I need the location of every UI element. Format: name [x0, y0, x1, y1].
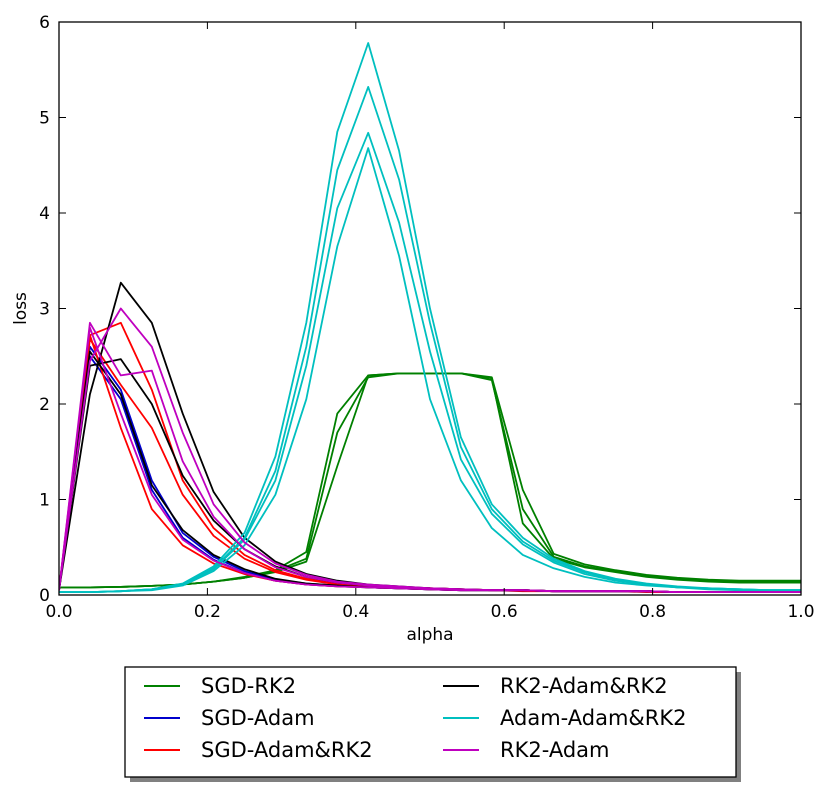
x-tick-label: 0.4 — [342, 602, 369, 622]
series-line-rk2-adam-17 — [59, 326, 801, 593]
x-axis-title: alpha — [406, 625, 453, 645]
legend-entry-adam-adam-rk2: Adam-Adam&RK2 — [443, 706, 687, 730]
series-line-adam-adam-rk2-11 — [59, 42, 801, 593]
y-tick-label: 5 — [39, 109, 50, 129]
series-line-sgd-rk2-0 — [59, 372, 801, 589]
y-tick-label: 6 — [39, 13, 50, 33]
legend-entries: SGD-RK2 SGD-Adam SGD-Adam&RK2 RK2-Adam&RK2 A… — [144, 674, 687, 762]
series-line-sgd-rk2-2 — [59, 372, 801, 589]
y-tick-label: 0 — [39, 586, 50, 606]
x-tick-label: 1.0 — [787, 602, 814, 622]
legend-label: SGD-Adam&RK2 — [201, 738, 373, 762]
legend-entry-rk2-adam-rk2: RK2-Adam&RK2 — [443, 674, 668, 698]
series-line-rk2-adam-rk2-8 — [59, 281, 801, 593]
legend-label: SGD-RK2 — [201, 674, 296, 698]
series-line-adam-adam-rk2-13 — [59, 131, 801, 593]
series-line-rk2-adam-rk2-10 — [59, 350, 801, 593]
ticks-layer: 0.0 0.2 0.4 0.6 0.8 1.0 0 1 2 3 4 5 6 — [39, 13, 814, 622]
series-line-adam-adam-rk2-12 — [59, 86, 801, 593]
legend: SGD-RK2 SGD-Adam SGD-Adam&RK2 RK2-Adam&RK2 A… — [124, 666, 741, 782]
y-tick-label: 3 — [39, 300, 50, 320]
legend-label: RK2-Adam — [500, 738, 610, 762]
legend-entry-sgd-adam-rk2: SGD-Adam&RK2 — [144, 738, 373, 762]
y-tick-label: 4 — [39, 204, 50, 224]
series-line-rk2-adam-16 — [59, 321, 801, 593]
series-line-sgd-rk2-1 — [59, 372, 801, 589]
legend-entry-rk2-adam: RK2-Adam — [443, 738, 610, 762]
series-line-adam-adam-rk2-14 — [59, 147, 801, 593]
series-layer — [59, 42, 801, 593]
x-tick-label: 0.2 — [194, 602, 221, 622]
legend-entry-sgd-adam: SGD-Adam — [144, 706, 315, 730]
y-tick-label: 1 — [39, 491, 50, 511]
legend-box — [124, 666, 737, 778]
legend-label: Adam-Adam&RK2 — [500, 706, 687, 730]
y-axis-title: loss — [11, 292, 31, 325]
legend-entry-sgd-rk2: SGD-RK2 — [144, 674, 296, 698]
series-line-rk2-adam-rk2-9 — [59, 358, 801, 593]
legend-label: SGD-Adam — [201, 706, 315, 730]
legend-label: RK2-Adam&RK2 — [500, 674, 668, 698]
y-tick-label: 2 — [39, 395, 50, 415]
x-tick-label: 0.6 — [491, 602, 518, 622]
series-line-sgd-adam-4 — [59, 355, 801, 593]
series-line-sgd-adam-rk2-5 — [59, 321, 801, 593]
x-tick-label: 0.0 — [45, 602, 72, 622]
x-tick-label: 0.8 — [639, 602, 666, 622]
